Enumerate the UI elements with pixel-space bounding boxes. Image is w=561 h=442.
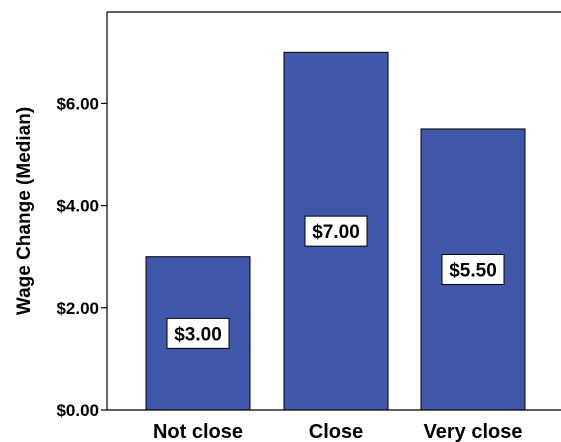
x-tick-label: Not close (153, 421, 243, 442)
data-label-box (166, 317, 230, 349)
x-tick-label: Very close (424, 421, 523, 442)
y-tick-label: $2.00 (56, 299, 99, 318)
y-tick-label: $4.00 (56, 197, 99, 216)
y-ticks-group: $0.00 $2.00 $4.00 $6.00 (56, 94, 107, 420)
y-tick-label: $6.00 (56, 94, 99, 113)
axes-group (106, 11, 561, 411)
y-axis-label: Wage Change (Median) (14, 107, 35, 315)
data-label-box (441, 253, 505, 285)
data-label-text: $3.00 (174, 324, 222, 345)
data-label-box (304, 215, 368, 247)
data-label-text: $5.50 (449, 260, 497, 281)
data-label: $3.00 (166, 317, 230, 349)
data-label: $7.00 (304, 215, 368, 247)
data-labels-group: $3.00 $7.00 $5.50 (166, 215, 505, 349)
data-label-text: $7.00 (312, 222, 360, 243)
x-categories-group: Not close Close Very close (153, 421, 523, 442)
data-label: $5.50 (441, 253, 505, 285)
y-tick-label: $0.00 (56, 401, 99, 420)
x-tick-label: Close (309, 421, 363, 442)
